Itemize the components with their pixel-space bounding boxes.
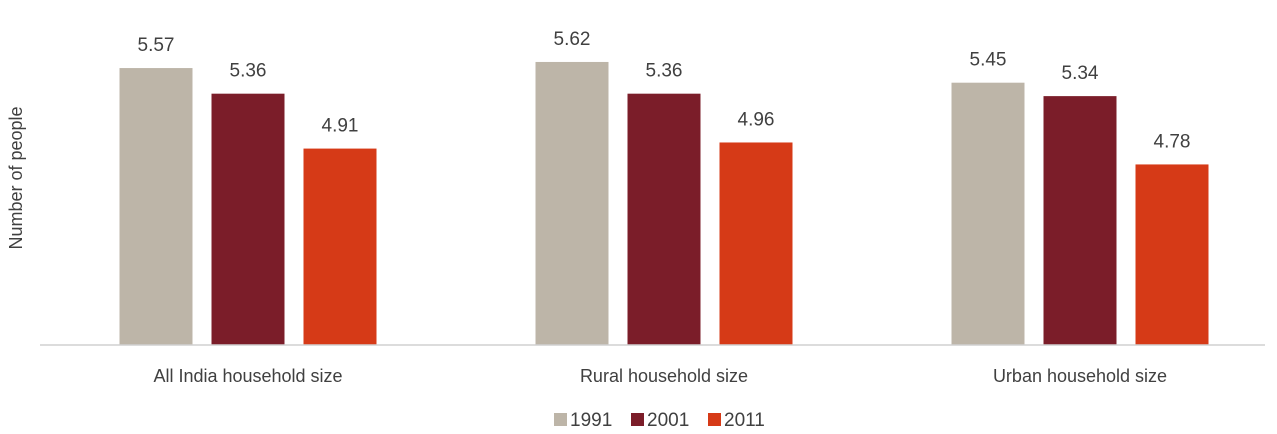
- y-axis-title: Number of people: [6, 106, 26, 249]
- category-label-2: Rural household size: [580, 366, 748, 386]
- value-label-2001-1: 5.36: [230, 61, 267, 82]
- bars-layer: [119, 61, 1209, 346]
- value-labels-layer: 5.57 5.36 4.91 5.62 5.36 4.96 5.45 5.34 4.78: [138, 29, 1191, 152]
- bar-2011-2: [719, 142, 793, 345]
- value-label-2001-3: 5.34: [1062, 63, 1099, 84]
- value-label-2011-2: 4.96: [738, 109, 775, 130]
- category-label-3: Urban household size: [993, 366, 1167, 386]
- legend-swatch-2011: [708, 413, 721, 426]
- value-label-1991-3: 5.45: [970, 50, 1007, 71]
- legend-label-2001: 2001: [647, 410, 689, 431]
- bar-1991-2: [535, 61, 609, 346]
- bar-2001-1: [211, 93, 285, 346]
- value-label-2001-2: 5.36: [646, 61, 683, 82]
- bar-2011-1: [303, 148, 377, 345]
- bar-2011-3: [1135, 164, 1209, 345]
- category-label-1: All India household size: [153, 366, 342, 386]
- value-label-2011-1: 4.91: [322, 116, 359, 137]
- value-label-2011-3: 4.78: [1154, 131, 1191, 152]
- bar-2001-3: [1043, 96, 1117, 346]
- value-label-1991-1: 5.57: [138, 35, 175, 56]
- value-label-1991-2: 5.62: [554, 29, 591, 50]
- legend-label-2011: 2011: [724, 410, 765, 431]
- legend-swatch-2001: [631, 413, 644, 426]
- category-labels-layer: All India household size Rural household …: [153, 366, 1167, 386]
- bar-2001-2: [627, 93, 701, 346]
- legend-label-1991: 1991: [570, 410, 612, 431]
- bar-1991-1: [119, 68, 193, 345]
- legend-swatch-1991: [554, 413, 567, 426]
- bar-1991-3: [951, 82, 1025, 345]
- legend: 1991 2001 2011: [554, 410, 765, 431]
